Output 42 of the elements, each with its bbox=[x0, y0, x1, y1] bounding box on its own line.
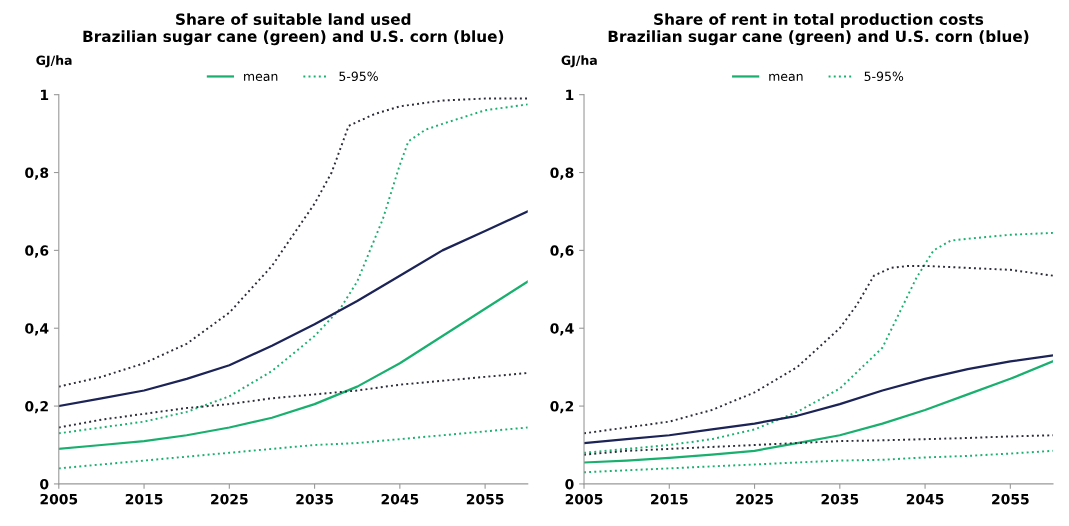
x-tick-label: 2015 bbox=[651, 493, 688, 505]
y-tick-label: 0,4 bbox=[550, 323, 574, 336]
line-series bbox=[58, 426, 528, 470]
line-series bbox=[58, 280, 528, 450]
x-tick-label: 2045 bbox=[906, 493, 944, 505]
y-tick-label: 0,4 bbox=[25, 323, 49, 336]
x-tick-label: 2055 bbox=[992, 493, 1029, 505]
x-tick-label: 2035 bbox=[296, 493, 333, 505]
legend-label: 5-95% bbox=[864, 71, 904, 82]
y-tick-label: 0,6 bbox=[550, 245, 574, 258]
line-series bbox=[584, 360, 1053, 464]
y-tick-label: 0,2 bbox=[25, 401, 48, 414]
line-series bbox=[584, 264, 1053, 435]
line-series bbox=[58, 103, 528, 435]
x-tick-label: 2025 bbox=[736, 493, 773, 505]
y-tick-label: 0,8 bbox=[550, 167, 574, 180]
x-tick-label: 2055 bbox=[466, 493, 504, 505]
line-series bbox=[58, 372, 528, 429]
line-series bbox=[58, 210, 528, 408]
y-tick-label: 1 bbox=[566, 89, 574, 100]
x-tick-label: 2045 bbox=[381, 493, 419, 505]
legend-label: 5-95% bbox=[339, 71, 378, 82]
line-series bbox=[58, 97, 528, 388]
x-tick-label: 2035 bbox=[821, 493, 859, 505]
y-tick-label: 0,6 bbox=[25, 245, 49, 258]
y-axis-title: GJ/ha bbox=[561, 55, 597, 68]
y-tick-label: 1 bbox=[40, 89, 49, 100]
line-series bbox=[584, 354, 1053, 445]
legend-label: mean bbox=[769, 73, 803, 82]
chart-title: Share of rent in total production costs Brazilian sugar cane (green) and U.S. corn (blue) bbox=[608, 13, 1029, 46]
y-tick-label: 0 bbox=[565, 478, 574, 490]
y-axis-title: GJ/ha bbox=[36, 55, 72, 68]
legend-label: mean bbox=[244, 73, 278, 82]
x-tick-label: 2015 bbox=[125, 493, 163, 505]
chart-title: Share of suitable land used Brazilian sugar cane (green) and U.S. corn (blue) bbox=[83, 13, 504, 46]
line-series bbox=[584, 231, 1053, 454]
x-tick-label: 2005 bbox=[565, 493, 603, 505]
x-tick-label: 2005 bbox=[40, 493, 78, 505]
y-tick-label: 0,2 bbox=[550, 401, 574, 414]
y-tick-label: 0,8 bbox=[25, 167, 49, 180]
y-tick-label: 0 bbox=[40, 478, 49, 490]
x-tick-label: 2025 bbox=[211, 493, 248, 505]
